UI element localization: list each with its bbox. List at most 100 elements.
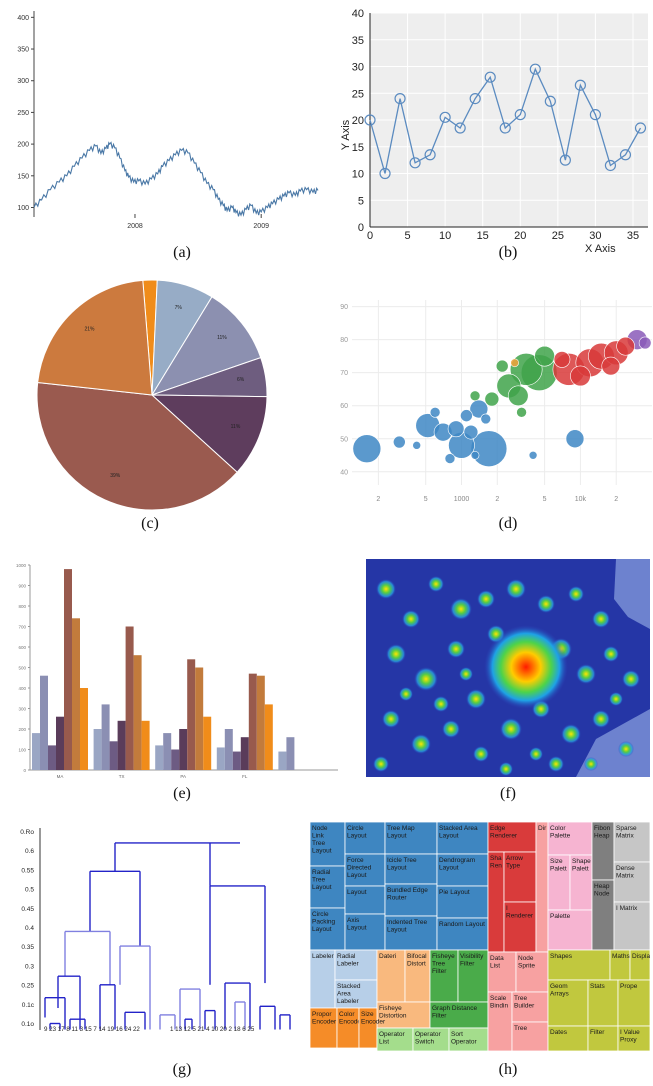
treemap-label: Sparse Matrix [616, 825, 637, 840]
treemap-rect [511, 991, 549, 1023]
treemap-cell: Dense Matrix [613, 861, 650, 903]
slice-label: 21% [84, 327, 95, 333]
data-point [409, 157, 421, 169]
treemap-label-line: List [379, 1039, 389, 1046]
treemap-label-line: Layout [347, 925, 367, 932]
x-tick-label: 1000 [454, 496, 470, 503]
chart-f-heatmap [366, 559, 650, 777]
heat-spot [618, 741, 634, 757]
treemap-cell: Shape Palett [569, 854, 593, 911]
y-tick-label: 60 [340, 403, 348, 410]
heat-spot [373, 756, 389, 772]
treemap-label: Shape Palett [572, 858, 591, 873]
treemap-label: Data List [490, 955, 504, 970]
treemap-cell: Pie Layout [436, 885, 489, 919]
treemap-rect [344, 913, 386, 951]
y-tick-label: 500 [18, 666, 26, 671]
y-tick-label: 300 [18, 707, 26, 712]
treemap-label-line: Layout [347, 872, 367, 879]
treemap-cell: I Renderer [503, 901, 537, 953]
treemap-label: Propor Encoder [312, 1011, 337, 1026]
treemap-label-line: Operator [415, 1031, 441, 1038]
treemap-label: Filter [590, 1029, 605, 1036]
treemap-label: Axis Layout [347, 917, 367, 932]
treemap-label: Color Encoder [339, 1011, 364, 1026]
treemap-rect [429, 1001, 489, 1029]
treemap-label: Dir [538, 825, 547, 832]
treemap-rect [617, 1025, 650, 1051]
treemap-label: Bifocal Distort [407, 953, 427, 968]
treemap-label-line: Dateri [379, 953, 396, 960]
caption-f: (f) [500, 785, 516, 802]
treemap-label-line: Arrow [506, 855, 523, 862]
caption-b: (b) [498, 244, 518, 261]
treemap-label-line: Fibon [594, 825, 611, 832]
bubble [601, 356, 621, 376]
treemap-cell: Tree [511, 1021, 549, 1051]
heat-spot [477, 590, 495, 608]
treemap-label: Size Encoder [361, 1011, 386, 1026]
x-tick-label: 20 [514, 230, 526, 242]
treemap-label-line: Heap [594, 883, 610, 890]
heat-spot [500, 718, 522, 740]
treemap-rect [587, 979, 619, 1027]
bar [133, 655, 142, 770]
y-tick-label: 0 [358, 222, 364, 234]
series-line [33, 141, 319, 217]
treemap-label-line: Filter [590, 1029, 605, 1036]
x-tick-label: 2 [495, 496, 499, 503]
treemap-label-line: Layout [312, 926, 332, 933]
treemap-label-line: Layout [387, 927, 407, 934]
treemap-label: Arrow Type [506, 855, 523, 870]
treemap-cell: Stacked Area Layout [436, 822, 489, 855]
treemap-label-line: Packing [312, 919, 336, 926]
treemap-label: Indented Tree Layout [387, 919, 427, 934]
treemap-label-line: Shape [572, 858, 591, 865]
treemap-label: Radial Labeler [337, 953, 360, 968]
treemap-cell: Sort Operator [448, 1027, 489, 1051]
bar [171, 749, 180, 770]
treemap-cell: Stacked Area Labeler [334, 979, 378, 1009]
bubble [510, 358, 519, 368]
treemap-cell: Sha Ren [487, 851, 505, 953]
bubble [469, 399, 489, 419]
treemap-cell: Scale Bindin [487, 991, 513, 1051]
x-tick-label: 5 [405, 230, 411, 242]
treemap-rect [535, 822, 549, 953]
slice-label: 7% [175, 305, 183, 311]
y-tick-label: 0.6 [25, 848, 34, 855]
chart-b-line: 0 5 10 15 20 25 30 35 40 0 5 10 15 20 25 30 35 X Axis Y Ax… [340, 8, 648, 255]
heat-spot [414, 667, 438, 691]
treemap-label: Fisheye Distortion [379, 1005, 407, 1020]
data-point [499, 122, 511, 134]
treemap-label: Stacked Area Layout [439, 825, 478, 840]
category-label: TX [119, 774, 125, 779]
bubble [412, 441, 421, 450]
treemap-label-line: Force [347, 857, 364, 864]
x-tick-label: 35 [627, 230, 639, 242]
y-tick-label: 400 [18, 686, 26, 691]
treemap-label-line: Visibility [460, 953, 484, 960]
x-tick-label: 0 [367, 230, 373, 242]
data-point [589, 109, 602, 121]
treemap-label: Scale Bindin [490, 995, 508, 1010]
treemap-label-line: Maths [612, 953, 630, 960]
pie-slice [37, 279, 153, 396]
treemap-cell: Fisheye Distortion [376, 1001, 431, 1029]
heat-spots [373, 576, 640, 776]
bar [40, 675, 48, 770]
treemap-rect [334, 949, 378, 981]
treemap-label: Radial Tree Layout [312, 869, 332, 891]
treemap-label-line: Palett [550, 866, 567, 873]
treemap-label: Shapes [550, 953, 573, 960]
y-tick-label: 0.25 [21, 983, 34, 990]
heat-spot [459, 667, 473, 681]
treemap-label: Displa [632, 953, 650, 960]
treemap-label: Tree Builder [514, 995, 535, 1010]
data-point [559, 154, 571, 166]
slice-label: 11% [217, 335, 227, 341]
treemap-label: Edge Renderer [490, 825, 518, 840]
caption-h: (h) [498, 1061, 518, 1078]
treemap-label-line: Operator [451, 1039, 477, 1046]
treemap-label-line: Labeler [337, 998, 360, 1005]
